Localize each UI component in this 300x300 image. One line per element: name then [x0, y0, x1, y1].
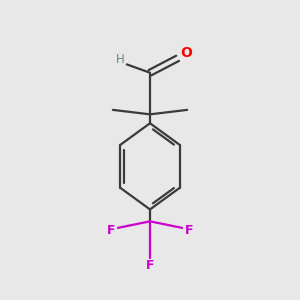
Text: F: F	[107, 224, 116, 237]
Text: O: O	[181, 46, 193, 60]
Text: F: F	[184, 224, 193, 237]
Text: H: H	[116, 53, 125, 66]
Text: F: F	[146, 260, 154, 272]
